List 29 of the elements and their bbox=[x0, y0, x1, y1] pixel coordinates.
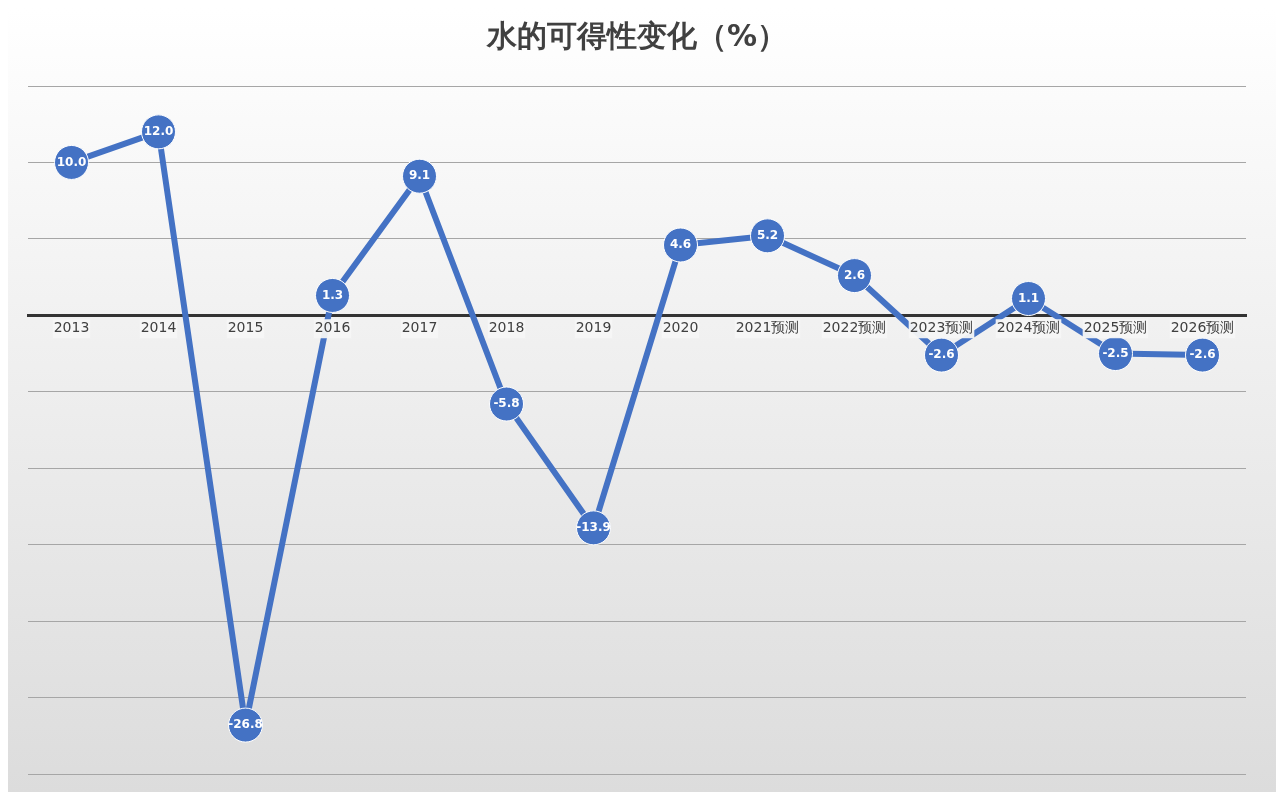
data-label: 5.2 bbox=[756, 227, 779, 242]
data-label: -2.6 bbox=[928, 347, 955, 362]
x-tick-label: 2013 bbox=[53, 319, 90, 336]
data-label: 2.6 bbox=[843, 267, 866, 282]
x-tick-label: 2025预测 bbox=[1083, 319, 1148, 336]
x-tick-label: 2026预测 bbox=[1170, 319, 1235, 336]
data-label: 1.3 bbox=[321, 287, 344, 302]
x-tick-label: 2020 bbox=[662, 319, 699, 336]
x-tick-label: 2021预测 bbox=[735, 319, 800, 336]
x-tick-label: 2024预测 bbox=[996, 319, 1061, 336]
x-tick-label: 2015 bbox=[227, 319, 264, 336]
x-tick-label: 2023预测 bbox=[909, 319, 974, 336]
x-tick-label: 2022预测 bbox=[822, 319, 887, 336]
data-label: -2.5 bbox=[1102, 345, 1129, 360]
x-tick-label: 2019 bbox=[575, 319, 612, 336]
x-tick-label: 2014 bbox=[140, 319, 177, 336]
data-label: -5.8 bbox=[493, 396, 520, 411]
data-label: -13.9 bbox=[576, 519, 611, 534]
data-label: 12.0 bbox=[143, 123, 174, 138]
x-tick-label: 2016 bbox=[314, 319, 351, 336]
x-tick-label: 2018 bbox=[488, 319, 525, 336]
chart-title: 水的可得性变化（%） bbox=[485, 17, 788, 53]
data-label: -26.8 bbox=[228, 717, 263, 732]
data-label: -2.6 bbox=[1189, 347, 1216, 362]
data-label: 4.6 bbox=[669, 237, 692, 252]
data-label: 10.0 bbox=[56, 154, 87, 169]
data-label: 1.1 bbox=[1017, 290, 1040, 305]
data-label: 9.1 bbox=[408, 168, 431, 183]
x-tick-label: 2017 bbox=[401, 319, 438, 336]
